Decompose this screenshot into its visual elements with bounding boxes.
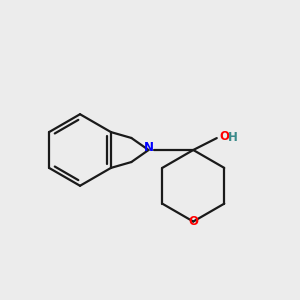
- Text: O: O: [188, 215, 198, 228]
- Text: O: O: [219, 130, 229, 143]
- Text: N: N: [144, 141, 154, 154]
- Text: H: H: [228, 131, 238, 144]
